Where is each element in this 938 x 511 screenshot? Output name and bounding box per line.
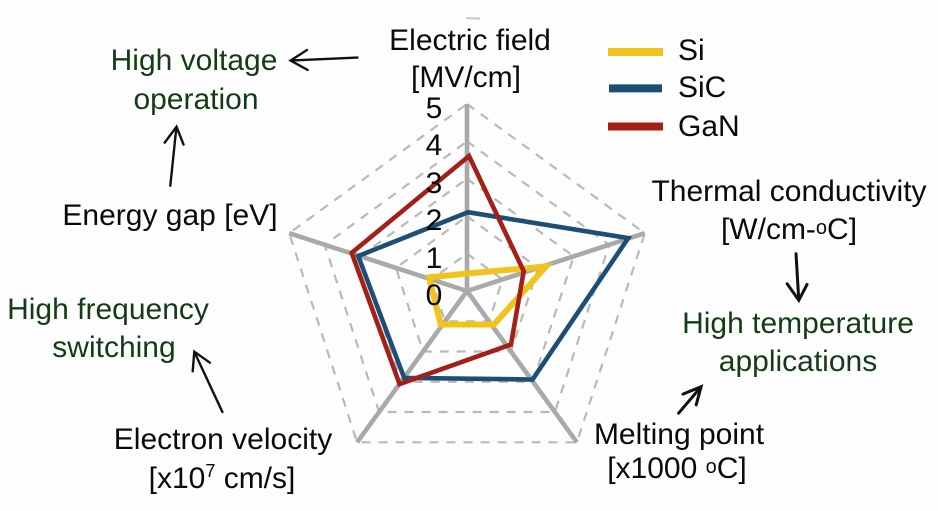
svg-text:3: 3 bbox=[426, 167, 443, 200]
svg-text:[MV/cm]: [MV/cm] bbox=[411, 61, 521, 94]
svg-text:5: 5 bbox=[426, 92, 443, 125]
svg-text:2: 2 bbox=[426, 204, 443, 237]
svg-text:Si: Si bbox=[678, 34, 705, 67]
svg-text:Electron velocity: Electron velocity bbox=[114, 423, 332, 456]
svg-text:SiC: SiC bbox=[678, 71, 726, 104]
svg-text:operation: operation bbox=[133, 83, 258, 116]
svg-text:1: 1 bbox=[426, 242, 443, 275]
svg-text:High frequency: High frequency bbox=[7, 293, 209, 326]
svg-text:Electric field: Electric field bbox=[389, 24, 551, 57]
svg-text:switching: switching bbox=[52, 331, 175, 364]
svg-text:0: 0 bbox=[426, 279, 443, 312]
svg-text:High temperature: High temperature bbox=[682, 307, 914, 340]
svg-text:[W/cm-oC]: [W/cm-oC] bbox=[721, 213, 857, 246]
svg-text:Thermal conductivity: Thermal conductivity bbox=[651, 175, 926, 208]
svg-text:[x107 cm/s]: [x107 cm/s] bbox=[149, 461, 296, 495]
svg-text:applications: applications bbox=[719, 345, 877, 378]
svg-text:GaN: GaN bbox=[678, 110, 740, 143]
svg-text:High voltage: High voltage bbox=[111, 44, 278, 77]
svg-text:Melting point: Melting point bbox=[594, 418, 765, 451]
svg-text:Energy gap [eV]: Energy gap [eV] bbox=[62, 199, 277, 232]
svg-text:[x1000 oC]: [x1000 oC] bbox=[607, 452, 747, 485]
svg-text:4: 4 bbox=[426, 129, 443, 162]
